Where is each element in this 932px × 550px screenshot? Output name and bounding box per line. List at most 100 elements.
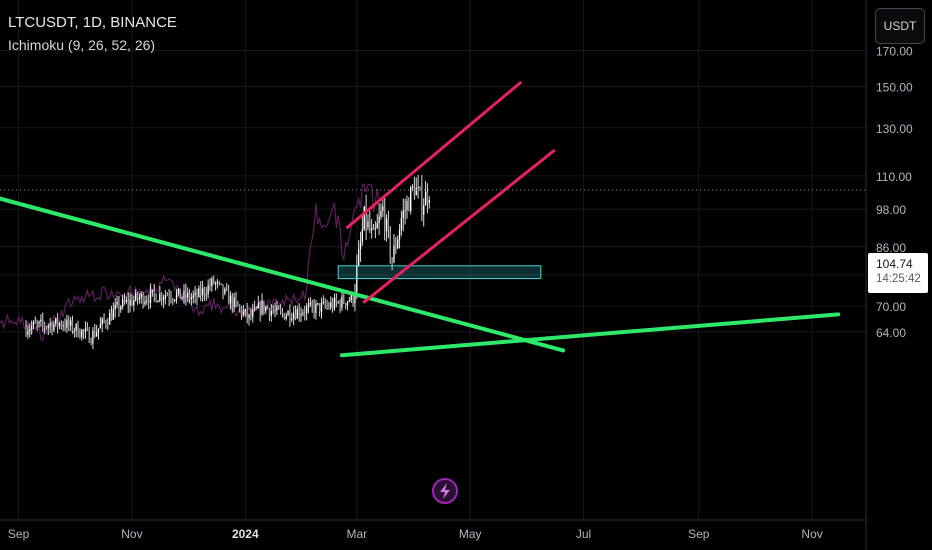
candle-body — [358, 249, 360, 266]
candle-body — [400, 217, 403, 230]
candle — [144, 295, 146, 307]
candle-body — [289, 311, 291, 320]
indicator-label[interactable]: Ichimoku (9, 26, 52, 26) — [8, 37, 156, 53]
candle — [179, 288, 181, 299]
candle-body — [56, 318, 59, 326]
candle-body — [95, 332, 98, 337]
price-tick-label: 86.00 — [876, 241, 906, 255]
candle — [274, 302, 276, 318]
candle — [304, 305, 306, 321]
candle — [203, 286, 206, 301]
candle — [166, 291, 168, 297]
candle-body — [307, 304, 310, 308]
candle-body — [157, 300, 159, 303]
candle — [116, 295, 118, 309]
candle — [69, 317, 72, 332]
candle-body — [188, 292, 191, 300]
candle — [276, 300, 278, 316]
candle-body — [30, 326, 33, 330]
candle-body — [304, 312, 306, 314]
candle-body — [81, 330, 83, 338]
candle-body — [25, 327, 27, 335]
candle — [341, 291, 343, 311]
candle-body — [231, 295, 233, 308]
candle-body — [135, 293, 137, 301]
candle-body — [246, 309, 248, 319]
candle-body — [317, 303, 319, 305]
candle — [419, 186, 421, 191]
candle — [337, 300, 339, 304]
candle — [192, 290, 194, 304]
candle — [227, 284, 230, 304]
candle-body — [397, 239, 399, 249]
candle — [300, 307, 302, 323]
candle — [177, 288, 180, 297]
candle — [95, 324, 98, 338]
drawing-tools[interactable] — [0, 81, 841, 358]
candle-body — [118, 301, 120, 310]
candle-body — [92, 330, 94, 344]
candle-body — [265, 306, 267, 312]
candle-body — [389, 229, 391, 258]
candle-body — [101, 318, 103, 325]
candle-body — [73, 330, 75, 332]
candle-body — [181, 297, 183, 299]
candle — [385, 214, 388, 242]
candle-body — [426, 191, 429, 203]
candle-body — [75, 323, 77, 331]
candle — [218, 280, 220, 286]
candle — [64, 318, 66, 332]
candle-body — [402, 210, 404, 218]
candle — [330, 296, 332, 311]
candle — [58, 321, 61, 330]
candle — [372, 224, 375, 230]
candle-body — [201, 288, 204, 296]
candle — [101, 317, 103, 333]
candle — [393, 233, 395, 264]
candle-body — [391, 257, 393, 263]
candle — [92, 327, 94, 350]
candle-body — [166, 295, 168, 297]
event-marker[interactable] — [432, 478, 458, 504]
candle — [289, 304, 291, 327]
time-tick-label: Jul — [576, 527, 591, 541]
candle — [118, 295, 120, 317]
candle — [423, 198, 425, 227]
candle — [311, 299, 313, 313]
candle-body — [105, 321, 107, 325]
candle-body — [192, 295, 194, 298]
candle-body — [144, 301, 146, 305]
channel-lower-line — [362, 149, 556, 304]
candle-body — [371, 228, 373, 231]
candle-body — [369, 221, 371, 231]
symbol-title[interactable]: LTCUSDT, 1D, BINANCE — [8, 14, 177, 31]
candle-body — [302, 312, 304, 315]
candle-body — [233, 297, 235, 308]
candle-body — [71, 320, 74, 331]
candle — [326, 299, 328, 311]
currency-button[interactable]: USDT — [875, 8, 925, 44]
time-axis[interactable]: Sep Nov 2024 Mar May Jul Sep Nov — [0, 519, 866, 541]
candle-body — [205, 294, 207, 296]
candle — [216, 279, 219, 289]
candle-body — [174, 299, 176, 301]
candle-body — [382, 206, 384, 212]
candle — [138, 293, 141, 304]
candle-body — [263, 300, 265, 312]
candle — [309, 296, 311, 308]
candle-body — [170, 298, 172, 300]
time-tick-label: Sep — [688, 527, 710, 541]
candle — [90, 337, 92, 346]
candle — [320, 297, 323, 319]
candle-body — [29, 329, 31, 332]
candle — [272, 305, 274, 315]
candle-body — [53, 323, 55, 331]
candle-body — [123, 299, 126, 303]
candle-body — [43, 324, 46, 327]
candle-body — [417, 187, 419, 189]
candle — [333, 293, 336, 311]
candle — [53, 320, 55, 333]
candle — [112, 302, 115, 320]
candle-body — [49, 323, 51, 326]
